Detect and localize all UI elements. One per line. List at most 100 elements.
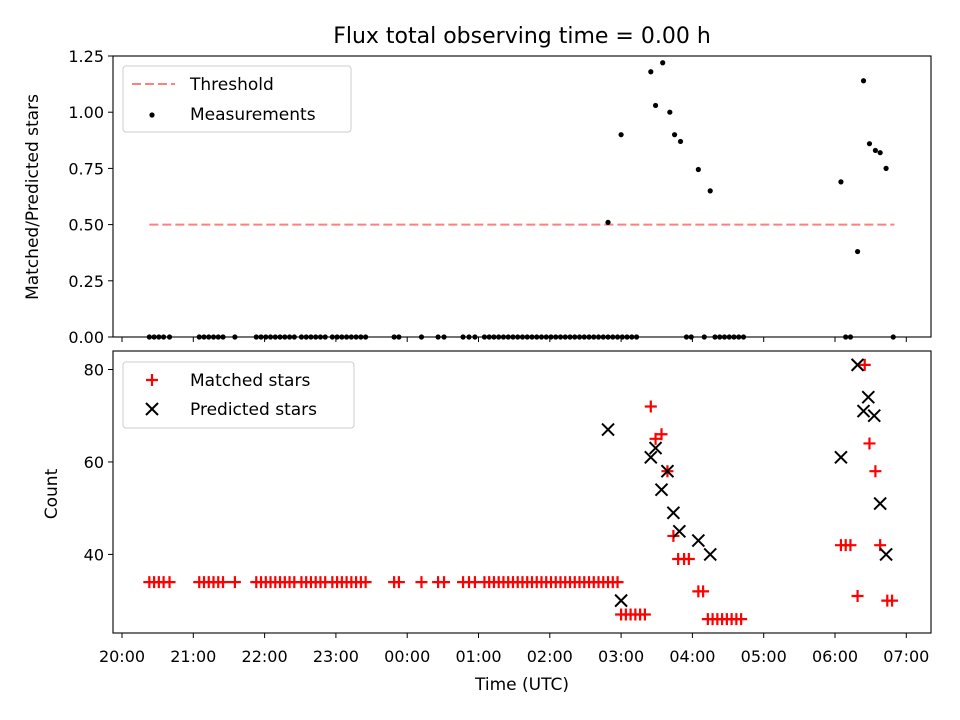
measurement-point xyxy=(721,334,728,340)
measurement-point xyxy=(486,334,492,340)
measurement-point xyxy=(701,334,707,340)
predicted-star-point xyxy=(879,547,893,562)
measurement-point xyxy=(322,334,328,340)
predicted-star-point xyxy=(873,496,887,511)
matched-star-point xyxy=(682,553,695,566)
measurement-point xyxy=(671,132,678,138)
matched-star-point xyxy=(697,585,710,598)
x-tick-label: 21:00 xyxy=(170,647,216,666)
measurement-point xyxy=(460,334,466,340)
measurement-point xyxy=(196,334,202,340)
measurement-point xyxy=(263,334,269,340)
top-y-axis-label: Matched/Predicted stars xyxy=(23,94,43,300)
measurement-point xyxy=(712,334,718,340)
bottom-y-tick-label: 80 xyxy=(84,360,104,379)
predicted-star-point xyxy=(614,593,628,608)
measurement-point xyxy=(232,334,238,340)
measurement-point xyxy=(253,334,259,340)
predicted-star-point xyxy=(660,464,675,478)
top-y-tick-label: 0.50 xyxy=(68,216,104,235)
measurement-point xyxy=(707,188,713,194)
predicted-star-point xyxy=(703,547,717,562)
measurement-point xyxy=(854,248,861,255)
bottom-plot-frame xyxy=(112,350,932,634)
bottom-y-tick-label: 60 xyxy=(84,453,104,472)
measurement-point xyxy=(695,166,701,173)
x-tick-label: 07:00 xyxy=(883,647,929,666)
bottom-marks xyxy=(143,358,899,626)
measurements-legend-swatch xyxy=(149,112,155,118)
measurements-legend-label: Measurements xyxy=(190,105,316,125)
matched-star-point xyxy=(858,358,871,371)
measurement-point xyxy=(206,334,212,340)
measurement-point xyxy=(358,334,364,340)
measurement-point xyxy=(557,334,564,340)
matched-star-point xyxy=(359,576,372,589)
measurement-point xyxy=(339,334,345,340)
measurement-point xyxy=(548,334,554,340)
measurement-point xyxy=(736,334,742,340)
x-tick-label: 03:00 xyxy=(598,647,644,666)
x-tick-label: 23:00 xyxy=(313,647,359,666)
predicted-star-point xyxy=(672,524,687,539)
measurement-point xyxy=(581,334,587,340)
top-legend-frame xyxy=(122,65,352,133)
measurement-point xyxy=(660,60,666,66)
measurement-point xyxy=(860,78,867,84)
measurement-point xyxy=(313,334,319,340)
measurement-point xyxy=(418,334,425,340)
matched-star-point xyxy=(228,576,241,589)
measurement-point xyxy=(220,334,226,340)
x-tick-label: 20:00 xyxy=(99,647,145,666)
measurement-point xyxy=(667,109,673,115)
measurement-point xyxy=(543,334,549,340)
measurement-point xyxy=(258,334,264,340)
measurement-point xyxy=(688,334,694,340)
predicted-star-point xyxy=(861,390,875,404)
measurement-point xyxy=(562,334,568,340)
measurement-point xyxy=(160,334,167,340)
measurement-point xyxy=(595,334,602,340)
measurement-point xyxy=(683,334,690,340)
measurement-point xyxy=(515,334,521,340)
top-legend: Threshold Measurements xyxy=(122,65,352,133)
bottom-axes: 20:00 21:00 22:00 23:00 00:00 01:00 02:00 03:00… xyxy=(42,350,932,695)
predicted-star-point xyxy=(850,358,865,372)
measurement-point xyxy=(648,69,654,75)
measurement-point xyxy=(210,334,217,340)
matched-star-point xyxy=(644,400,657,413)
measurement-point xyxy=(156,334,162,340)
predicted-star-point xyxy=(666,506,681,520)
measurement-point xyxy=(396,334,402,340)
measurement-point xyxy=(308,334,314,340)
measurement-point xyxy=(317,334,324,340)
matched-star-point xyxy=(863,437,876,450)
bottom-y-axis-label: Count xyxy=(42,468,62,519)
measurement-point xyxy=(586,334,592,340)
top-y-tick-label: 0.25 xyxy=(68,272,104,291)
measurement-point xyxy=(605,334,611,340)
measurement-point xyxy=(491,334,497,340)
measurement-point xyxy=(614,334,621,340)
bottom-legend-frame xyxy=(122,361,355,429)
matched-star-point xyxy=(611,576,624,589)
matched-star-point xyxy=(392,576,405,589)
predicted-stars-legend-swatch xyxy=(145,402,159,416)
x-tick-label: 00:00 xyxy=(384,647,430,666)
measurement-point xyxy=(334,334,340,340)
predicted-star-point xyxy=(601,422,615,437)
bottom-ticks: 20:00 21:00 22:00 23:00 00:00 01:00 02:00 03:00… xyxy=(84,360,930,666)
measurement-point xyxy=(472,334,478,340)
measurement-point xyxy=(538,334,545,340)
top-y-tick-label: 0.00 xyxy=(68,328,104,347)
x-tick-label: 05:00 xyxy=(741,647,787,666)
measurement-point xyxy=(534,334,540,340)
measurement-point xyxy=(277,334,283,340)
measurement-point xyxy=(843,334,849,340)
measurement-point xyxy=(496,334,502,340)
measurement-point xyxy=(267,334,274,340)
predicted-star-point xyxy=(654,482,669,497)
matched-star-point xyxy=(851,590,864,603)
matched-star-point xyxy=(415,576,428,589)
measurement-point xyxy=(201,334,207,340)
